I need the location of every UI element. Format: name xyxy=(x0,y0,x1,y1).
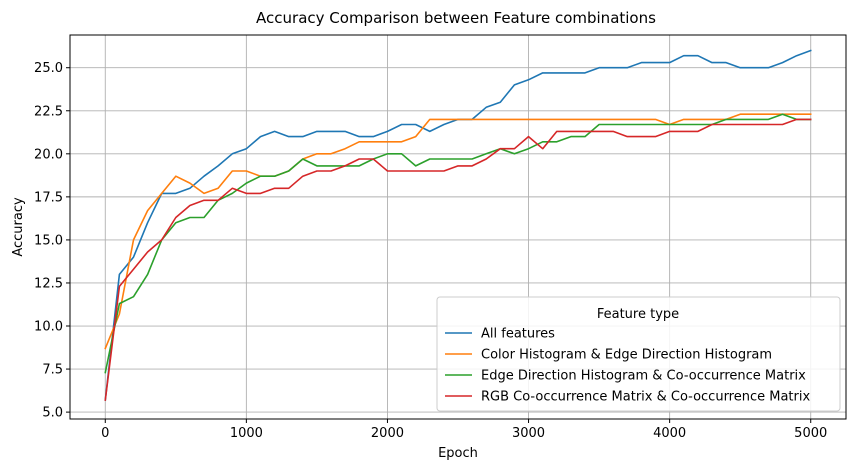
y-tick-label: 7.5 xyxy=(42,363,63,378)
series-line-3 xyxy=(104,113,812,374)
y-tick-label: 22.5 xyxy=(34,104,63,119)
x-tick-label: 2000 xyxy=(371,426,404,441)
x-tick-label: 4000 xyxy=(653,426,686,441)
legend-title: Feature type xyxy=(597,307,679,322)
y-tick-label: 12.5 xyxy=(34,276,63,291)
y-tick-label: 10.0 xyxy=(34,320,63,335)
y-tick-label: 5.0 xyxy=(42,406,63,421)
chart-title: Accuracy Comparison between Feature comb… xyxy=(256,9,656,27)
legend-entry-2: Color Histogram & Edge Direction Histogr… xyxy=(481,348,772,363)
x-tick-label: 5000 xyxy=(794,426,827,441)
x-tick-label: 1000 xyxy=(230,426,263,441)
series-lines xyxy=(104,49,812,401)
legend-entry-4: RGB Co-occurrence Matrix & Co-occurrence… xyxy=(481,390,810,405)
y-tick-label: 20.0 xyxy=(34,147,63,162)
y-tick-label: 25.0 xyxy=(34,61,63,76)
legend-box xyxy=(436,296,841,412)
series-line-2 xyxy=(104,113,812,350)
y-axis-label: Accuracy xyxy=(11,197,26,257)
series-line-4 xyxy=(104,118,812,401)
grid-lines xyxy=(70,35,846,419)
x-axis-ticks: 0 1000 2000 3000 4000 5000 xyxy=(101,419,827,441)
legend-entry-1: All features xyxy=(481,327,555,342)
legend: Feature type All features Color Histogram… xyxy=(436,296,841,412)
y-tick-label: 15.0 xyxy=(34,233,63,248)
y-axis-ticks: 5.0 7.5 10.0 12.5 15.0 17.5 20.0 22.5 25.0 xyxy=(34,61,70,421)
x-tick-label: 0 xyxy=(101,426,109,441)
legend-entry-3: Edge Direction Histogram & Co-occurrence… xyxy=(481,369,806,384)
x-axis-label: Epoch xyxy=(438,446,478,461)
y-tick-label: 17.5 xyxy=(34,190,63,205)
x-tick-label: 3000 xyxy=(512,426,545,441)
plot-frame xyxy=(69,34,847,420)
